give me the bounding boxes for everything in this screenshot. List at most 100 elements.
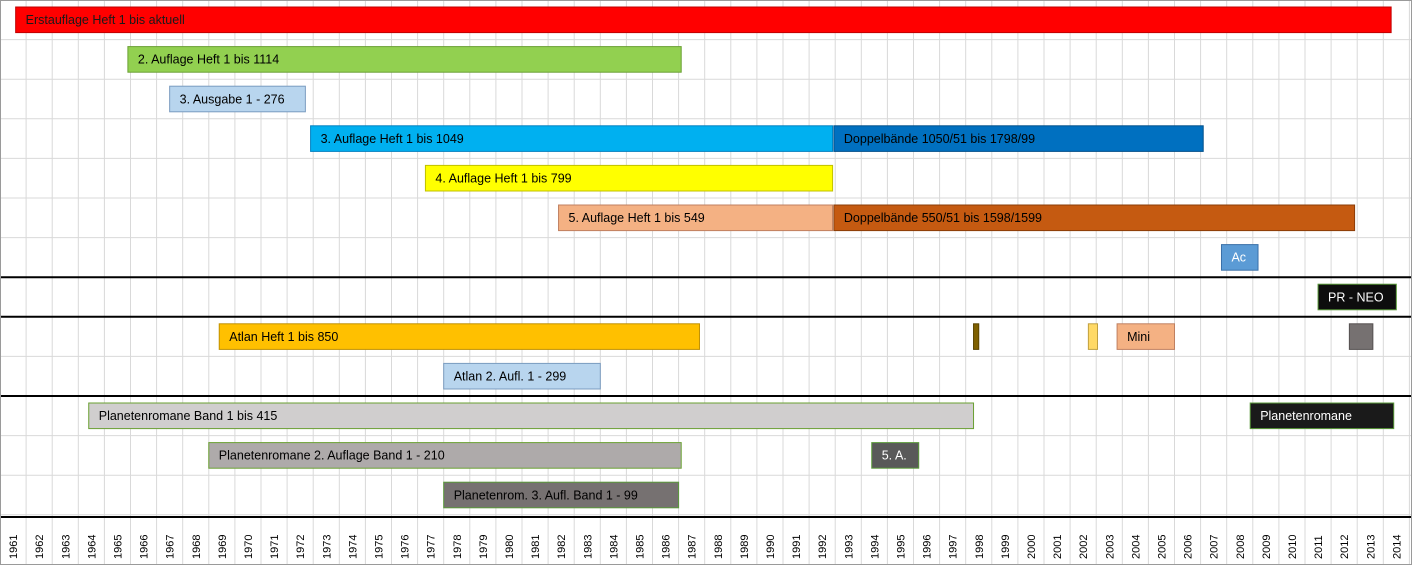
x-tick-label: 1992: [817, 535, 829, 559]
x-tick-label: 1985: [634, 535, 646, 559]
bar: Erstauflage Heft 1 bis aktuell: [15, 6, 1392, 34]
bar-rect: [1116, 323, 1175, 350]
bar-label: PR - NEO: [1328, 290, 1384, 304]
x-tick-label: 1962: [34, 535, 46, 559]
x-tick-label: 1983: [582, 535, 594, 559]
x-tick-label: 1997: [948, 535, 960, 559]
x-tick-label: 2005: [1156, 535, 1168, 559]
bar-rect: [871, 442, 920, 469]
bar: 5. Auflage Heft 1 bis 549: [558, 204, 834, 232]
bar-rect: [208, 442, 682, 469]
x-tick-label: 1967: [165, 535, 177, 559]
bar: [973, 323, 980, 350]
bar: Planetenrom. 3. Aufl. Band 1 - 99: [443, 481, 680, 509]
x-tick-label: 1984: [608, 535, 620, 559]
x-tick-label: 1961: [8, 535, 20, 559]
bar: [1348, 323, 1374, 350]
x-tick-label: 2012: [1339, 535, 1351, 559]
bar-rect: [127, 46, 682, 73]
x-tick-label: 2000: [1026, 535, 1038, 559]
x-tick-label: 2006: [1183, 535, 1195, 559]
x-tick-label: 1989: [739, 535, 751, 559]
bar: Doppelbände 1050/51 bis 1798/99: [833, 125, 1204, 152]
x-tick-label: 1976: [400, 535, 412, 559]
x-tick-label: 1971: [269, 535, 281, 559]
bar-rect: [973, 323, 980, 350]
bar-label: 5. Auflage Heft 1 bis 549: [569, 211, 705, 225]
bar-label: 3. Auflage Heft 1 bis 1049: [321, 132, 464, 146]
bar: Planetenromane Band 1 bis 415: [88, 402, 975, 430]
x-tick-label: 1981: [530, 535, 542, 559]
bar-label: Planetenromane 2. Auflage Band 1 - 210: [219, 449, 445, 463]
bar: Atlan 2. Aufl. 1 - 299: [443, 362, 601, 390]
bar-label: Mini: [1127, 330, 1150, 344]
bar: Mini: [1116, 323, 1175, 350]
x-tick-label: 2001: [1052, 535, 1064, 559]
bar-label: 3. Ausgabe 1 - 276: [180, 92, 285, 106]
x-tick-label: 1988: [713, 535, 725, 559]
bar: PR - NEO: [1317, 283, 1397, 311]
x-tick-label: 2004: [1130, 535, 1142, 559]
bar: 3. Ausgabe 1 - 276: [169, 85, 306, 113]
bar-label: Planetenromane Band 1 bis 415: [99, 409, 278, 423]
x-tick-label: 1972: [295, 535, 307, 559]
x-axis: 1961 1962 1963 1964 1965 1966 1967 1968 1969 1970…: [8, 535, 1403, 559]
x-tick-label: 1999: [1000, 535, 1012, 559]
x-tick-label: 2007: [1209, 535, 1221, 559]
x-tick-label: 1974: [347, 535, 359, 559]
x-tick-label: 1995: [895, 535, 907, 559]
bar-rect: [1087, 323, 1099, 350]
x-tick-label: 1973: [321, 535, 333, 559]
bar: Ac: [1220, 244, 1259, 271]
x-tick-label: 1965: [112, 535, 124, 559]
x-tick-label: 1978: [452, 535, 464, 559]
bar-label: 4. Auflage Heft 1 bis 799: [435, 171, 571, 185]
bar-label: Doppelbände 1050/51 bis 1798/99: [844, 132, 1035, 146]
bar-rect: [169, 85, 306, 113]
x-tick-label: 2002: [1078, 535, 1090, 559]
bar-rect: [1348, 323, 1374, 350]
bars: Erstauflage Heft 1 bis aktuell 2. Auflage…: [15, 6, 1397, 509]
bar-rect: [310, 125, 834, 152]
bar-rect: [218, 323, 700, 350]
x-tick-label: 1969: [217, 535, 229, 559]
bar: 4. Auflage Heft 1 bis 799: [424, 164, 834, 192]
x-tick-label: 1966: [139, 535, 151, 559]
bar-label: Atlan 2. Aufl. 1 - 299: [454, 369, 567, 383]
bar: Atlan Heft 1 bis 850: [218, 323, 700, 350]
x-tick-label: 2009: [1261, 535, 1273, 559]
x-tick-label: 1986: [661, 535, 673, 559]
x-tick-label: 1970: [243, 535, 255, 559]
bar-label: Ac: [1231, 251, 1246, 265]
x-tick-label: 1990: [765, 535, 777, 559]
bar-rect: [558, 204, 834, 232]
bar-rect: [833, 125, 1204, 152]
bar-rect: [1220, 244, 1259, 271]
bar-rect: [443, 481, 680, 509]
bar-rect: [88, 402, 975, 430]
bar: 5. A.: [871, 442, 920, 469]
x-tick-label: 1996: [922, 535, 934, 559]
bar-label: Planetenrom. 3. Aufl. Band 1 - 99: [454, 488, 638, 502]
x-tick-label: 2014: [1391, 535, 1403, 559]
bar-label: 5. A.: [882, 449, 907, 463]
bar-label: Erstauflage Heft 1 bis aktuell: [26, 13, 185, 27]
bar-label: Planetenromane: [1260, 409, 1352, 423]
x-tick-label: 1979: [478, 535, 490, 559]
bar: Planetenromane 2. Auflage Band 1 - 210: [208, 442, 682, 469]
bar-label: Atlan Heft 1 bis 850: [229, 330, 338, 344]
x-tick-label: 1993: [843, 535, 855, 559]
x-tick-label: 2008: [1235, 535, 1247, 559]
x-tick-label: 2013: [1365, 535, 1377, 559]
bar-rect: [443, 362, 601, 390]
x-tick-label: 2010: [1287, 535, 1299, 559]
x-tick-label: 1991: [791, 535, 803, 559]
x-tick-label: 1975: [373, 535, 385, 559]
bar: 2. Auflage Heft 1 bis 1114: [127, 46, 682, 73]
x-tick-label: 1994: [869, 535, 881, 559]
bar-rect: [1317, 283, 1397, 311]
x-tick-label: 2011: [1313, 535, 1325, 559]
x-tick-label: 1980: [504, 535, 516, 559]
x-tick-label: 1998: [974, 535, 986, 559]
